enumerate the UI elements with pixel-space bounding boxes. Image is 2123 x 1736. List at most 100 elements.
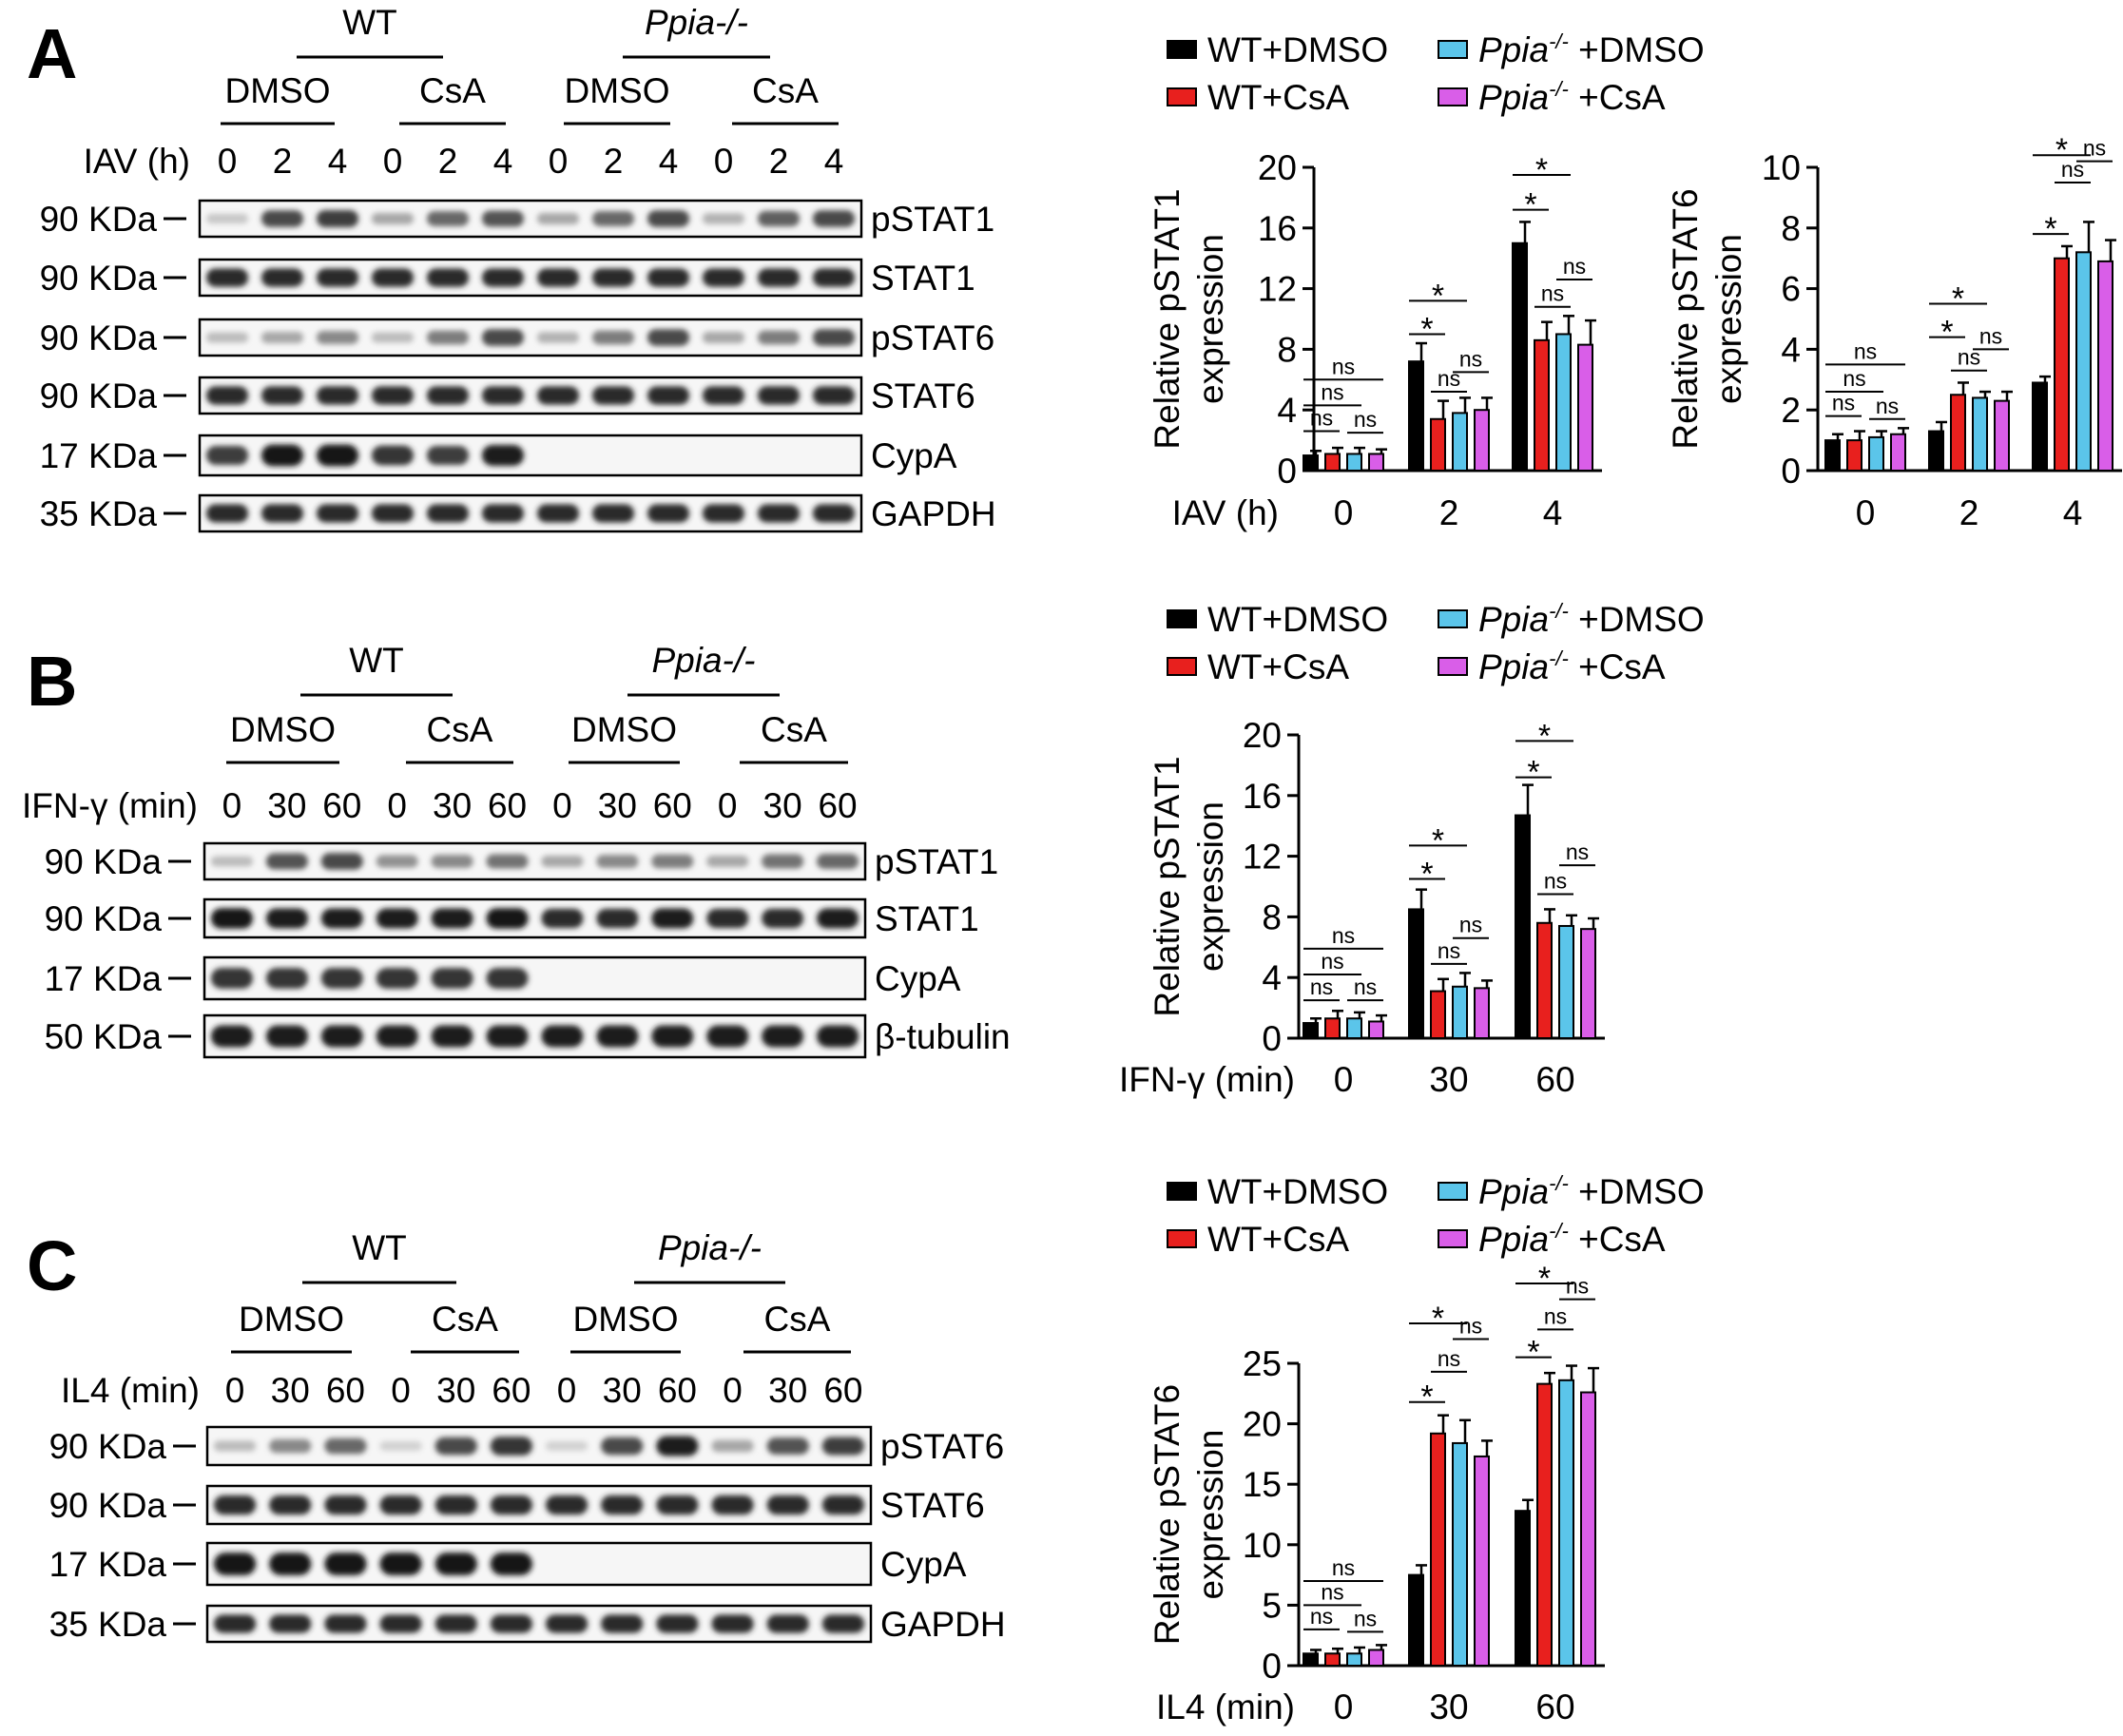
x-tick-label: 0 — [1334, 493, 1354, 532]
time-point-label: 0 — [714, 142, 734, 181]
significance-label: * — [1538, 718, 1551, 754]
significance-label: ns — [1843, 366, 1865, 391]
bar — [1512, 241, 1528, 472]
bar — [1430, 417, 1446, 472]
x-tick-label: 2 — [1439, 493, 1459, 532]
blot-band — [656, 1614, 699, 1633]
time-point-label: 60 — [492, 1371, 531, 1410]
y-tick-label: 8 — [1277, 330, 1297, 369]
significance-label: ns — [1544, 1303, 1567, 1328]
y-tick-label: 16 — [1258, 209, 1297, 248]
blot-band — [324, 1553, 367, 1575]
blot-band — [490, 1495, 533, 1515]
blot-band — [261, 268, 304, 287]
bar — [1846, 439, 1862, 473]
blot-band — [486, 908, 529, 929]
time-point-label: 0 — [552, 786, 572, 825]
treatment-label: CsA — [432, 1300, 498, 1339]
significance-label: ns — [1310, 406, 1333, 431]
molecular-weight-label: 35 KDa — [49, 1605, 167, 1644]
legend-b: WT+DMSO WT+CsA Ppia-/- +DMSO Ppia-/- +CsA — [1167, 599, 1705, 686]
blot-strip — [205, 1541, 873, 1587]
blot-band — [702, 504, 745, 523]
blot-band — [647, 504, 690, 523]
blot-band — [821, 1437, 865, 1456]
molecular-weight-label: 17 KDa — [49, 1545, 167, 1584]
treatment-label: DMSO — [571, 710, 677, 749]
blot-band — [269, 1495, 312, 1515]
significance-label: ns — [1566, 1274, 1589, 1299]
legend-label: Ppia-/- +DMSO — [1478, 29, 1705, 69]
blot-band — [379, 1614, 422, 1633]
blot-band — [205, 213, 249, 224]
bar — [1346, 453, 1362, 472]
bar — [2054, 257, 2070, 473]
blot-band — [205, 446, 249, 465]
blot-band — [261, 386, 304, 405]
bar — [1580, 1391, 1596, 1667]
blot-band — [711, 1614, 754, 1633]
blot-band — [434, 1553, 477, 1575]
blot-band — [812, 268, 856, 287]
significance-label: ns — [1832, 391, 1855, 415]
bar — [1972, 396, 1988, 472]
significance-label: ns — [1321, 1579, 1343, 1604]
significance-label: ns — [1854, 338, 1877, 363]
time-point-label: 0 — [718, 786, 738, 825]
y-axis-label: Relative pSTAT6 — [1666, 188, 1705, 449]
significance-label: * — [1432, 278, 1444, 314]
blot-band — [545, 1495, 589, 1515]
blot-strip — [198, 434, 863, 477]
significance-label: * — [1524, 187, 1536, 223]
blot-band — [371, 268, 415, 287]
legend-swatch — [1167, 40, 1197, 59]
treatment-label: DMSO — [230, 710, 336, 749]
blot-band — [371, 386, 415, 405]
blot-band — [316, 331, 359, 344]
western-blot-c: WT Ppia-/- DMSO CsA DMSO CsA IL4 (min) 0 30 60 0 30… — [49, 1228, 1006, 1644]
bar — [1368, 1020, 1384, 1039]
blot-band — [379, 1495, 422, 1515]
time-point-label: 30 — [598, 786, 637, 825]
blot-band — [490, 1614, 533, 1633]
legend-label: Ppia-/- +CsA — [1478, 77, 1666, 117]
blot-band — [656, 1495, 699, 1515]
time-point-label: 60 — [326, 1371, 365, 1410]
blot-strip — [198, 199, 863, 239]
y-tick-label: 4 — [1262, 958, 1282, 997]
time-point-label: 30 — [763, 786, 802, 825]
y-tick-label: 0 — [1262, 1647, 1282, 1686]
molecular-weight-label: 90 KDa — [40, 318, 158, 357]
significance-label: * — [1538, 1261, 1551, 1297]
blot-band — [324, 1614, 367, 1633]
blot-strip — [198, 376, 863, 415]
legend-swatch — [1167, 657, 1197, 676]
panel-letter-c: C — [27, 1226, 77, 1305]
bar — [1452, 1441, 1468, 1668]
bar — [1890, 433, 1906, 472]
time-point-label: 60 — [818, 786, 857, 825]
significance-label: ns — [2083, 136, 2106, 161]
bar — [1558, 1379, 1574, 1667]
blot-band — [757, 330, 801, 345]
blot-band — [647, 210, 690, 227]
blot-band — [702, 386, 745, 405]
blot-band — [647, 386, 690, 405]
legend-swatch — [1438, 40, 1468, 59]
blot-strip — [205, 1604, 873, 1644]
blot-band — [545, 1440, 589, 1452]
bar — [1868, 435, 1884, 473]
significance-label: ns — [1332, 923, 1355, 948]
significance-label: ns — [1979, 323, 2002, 348]
treatment-label: DMSO — [225, 71, 331, 110]
blot-band — [316, 444, 359, 467]
protein-label: pSTAT1 — [875, 842, 998, 881]
blot-band — [656, 1436, 699, 1456]
blot-band — [426, 211, 470, 226]
significance-label: ns — [1354, 407, 1377, 432]
bar — [1303, 1652, 1319, 1668]
blot-band — [324, 1437, 367, 1455]
blot-band — [596, 908, 639, 929]
time-point-label: 4 — [659, 142, 679, 181]
x-tick-label: 30 — [1429, 1060, 1468, 1099]
